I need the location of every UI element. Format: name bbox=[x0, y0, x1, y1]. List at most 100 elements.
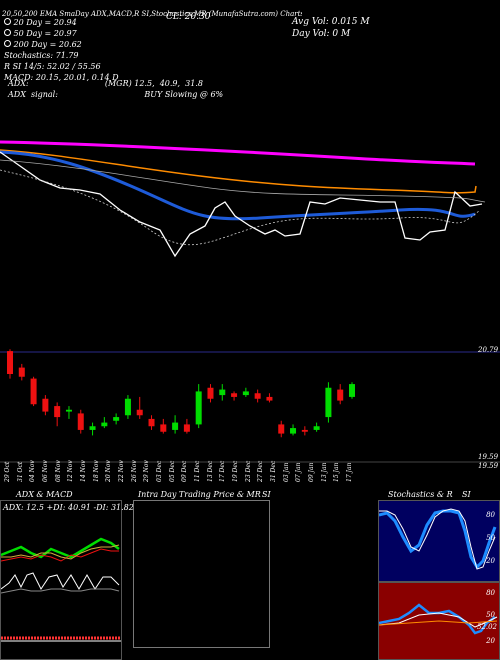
candle-body bbox=[349, 384, 355, 397]
x-date-label: 08 Nov bbox=[54, 460, 62, 482]
rsi-blue-line bbox=[379, 603, 496, 635]
candlestick-chart bbox=[0, 349, 500, 463]
candle-body bbox=[54, 406, 61, 418]
legend-swatch-icon bbox=[4, 40, 11, 47]
x-date-label: 03 Dec bbox=[156, 460, 163, 482]
ema50-line bbox=[0, 150, 476, 221]
candle-body bbox=[219, 389, 226, 396]
candle-body bbox=[42, 398, 49, 412]
x-date-label: 15 Jan bbox=[333, 462, 341, 482]
x-date-label: 14 Nov bbox=[80, 460, 87, 482]
candle-body bbox=[113, 417, 120, 421]
close-label: CL: 20.30 bbox=[166, 12, 211, 22]
stoch-d-line bbox=[379, 508, 496, 570]
intra-panel-title: Intra Day Trading Price & MR bbox=[138, 490, 261, 499]
x-date-label: 29 Oct bbox=[4, 461, 11, 482]
stochastics-lines bbox=[379, 508, 497, 570]
adx-readout: ADX: 12.5 +DI: 40.91 -DI: 31.82 bbox=[3, 503, 134, 512]
candle-body bbox=[278, 424, 285, 434]
price-axis-bottom-2: 19.59 bbox=[478, 462, 499, 470]
minus-di-line bbox=[1, 548, 119, 562]
candle-body bbox=[18, 367, 25, 377]
x-date-label: 07 Jan bbox=[295, 462, 303, 482]
rsi-readout: R SI 14/5: 52.02 / 55.56 bbox=[4, 62, 101, 71]
candle-body bbox=[148, 418, 155, 427]
adx-panel-title: ADX & MACD bbox=[16, 490, 73, 499]
x-date-label: 05 Dec bbox=[168, 460, 176, 482]
rsi-tick-20: 20 bbox=[486, 637, 495, 645]
candle-body bbox=[337, 389, 344, 401]
candle-body bbox=[77, 413, 84, 430]
x-date-label: 06 Nov bbox=[42, 460, 49, 482]
x-date-label: 19 Dec bbox=[232, 460, 239, 482]
legend-swatch-icon bbox=[4, 18, 11, 25]
legend-text: 200 Day = 20.62 bbox=[13, 40, 82, 49]
adx-lines bbox=[1, 537, 121, 642]
rsi-panel: 80 50 20 52.02 bbox=[378, 582, 500, 660]
candle-body bbox=[254, 393, 261, 399]
candle-body bbox=[290, 428, 297, 434]
x-date-label: 22 Nov bbox=[118, 460, 125, 482]
x-date-label: 12 Nov bbox=[67, 460, 75, 482]
candle-body bbox=[65, 409, 72, 412]
adx-value-line bbox=[1, 544, 120, 560]
candle-body bbox=[7, 351, 13, 374]
macd-readout: MACD: 20.15, 20.01, 0.14 D bbox=[4, 73, 119, 82]
candle-body bbox=[195, 391, 202, 425]
stoch-panel-si: SI bbox=[462, 490, 471, 499]
candle-body bbox=[325, 387, 332, 418]
stoch-panel-title: Stochastics & R bbox=[388, 490, 453, 499]
stochastics-readout: Stochastics: 71.79 bbox=[4, 51, 79, 60]
x-date-label: 11 Dec bbox=[194, 460, 201, 482]
x-date-label: 20 Nov bbox=[105, 460, 113, 482]
x-date-label: 04 Nov bbox=[29, 460, 37, 482]
x-date-label: 13 Jan bbox=[320, 462, 328, 482]
candle-body bbox=[313, 426, 320, 430]
legend-text: 50 Day = 20.97 bbox=[13, 29, 77, 38]
x-date-label: 26 Nov bbox=[130, 460, 138, 482]
day-vol: Day Vol: 0 M bbox=[292, 29, 351, 39]
stoch-k-line bbox=[379, 509, 497, 570]
rsi-tick-50: 50 bbox=[486, 611, 495, 619]
x-date-label: 18 Nov bbox=[92, 460, 100, 482]
ema-chart bbox=[0, 140, 486, 258]
price-line bbox=[0, 151, 483, 258]
x-date-label: 27 Dec bbox=[257, 460, 265, 482]
x-date-label: 31 Oct bbox=[16, 461, 24, 482]
header-top-line: 20,50,200 EMA SmaDay ADX,MACD,R SI,Stoch… bbox=[2, 10, 302, 18]
rsi-tick-80: 80 bbox=[486, 589, 495, 597]
stoch-tick-20: 20 bbox=[486, 557, 495, 565]
rsi-value-label: 52.02 bbox=[476, 623, 497, 631]
stoch-tick-50: 50 bbox=[486, 534, 495, 542]
bb-upper-line bbox=[0, 159, 486, 203]
legend-row: 20 Day = 20.94 bbox=[4, 18, 119, 29]
price-axis-top: 20.79 bbox=[478, 346, 499, 354]
candle-body bbox=[301, 429, 308, 432]
macd-signal-line bbox=[1, 588, 120, 594]
candle-body bbox=[231, 393, 238, 397]
macd-white-line bbox=[1, 572, 120, 591]
adx-line: ADX: (MGR) 12.5, 40.9, 31.8 bbox=[8, 79, 203, 88]
candle-body bbox=[101, 422, 108, 427]
candle-body bbox=[89, 426, 96, 430]
rsi-orange-line bbox=[379, 620, 498, 626]
x-date-label: 03 Jan bbox=[282, 462, 290, 482]
x-date-label: 09 Dec bbox=[181, 460, 189, 482]
x-date-label: 29 Nov bbox=[143, 460, 151, 482]
candle-body bbox=[160, 424, 167, 432]
stochastics-panel: 80 50 20 bbox=[378, 500, 500, 582]
x-date-label: 09 Jan bbox=[308, 462, 315, 482]
x-date-label: 13 Dec bbox=[206, 460, 214, 482]
candle-body bbox=[30, 378, 37, 405]
candle-body bbox=[136, 409, 143, 416]
legend-text: 20 Day = 20.94 bbox=[13, 18, 77, 27]
plus-di-line bbox=[1, 537, 120, 559]
adx-signal-line: ADX signal: BUY Slowing @ 6% bbox=[8, 90, 224, 99]
bb-lower-line bbox=[0, 169, 481, 246]
rsi-lines bbox=[379, 603, 498, 635]
x-date-label: 17 Jan bbox=[346, 462, 353, 482]
price-axis-bottom: 19.59 bbox=[478, 453, 499, 461]
candle-body bbox=[266, 396, 273, 401]
legend-row: 50 Day = 20.97 bbox=[4, 29, 119, 40]
stoch-tick-80: 80 bbox=[486, 511, 495, 519]
